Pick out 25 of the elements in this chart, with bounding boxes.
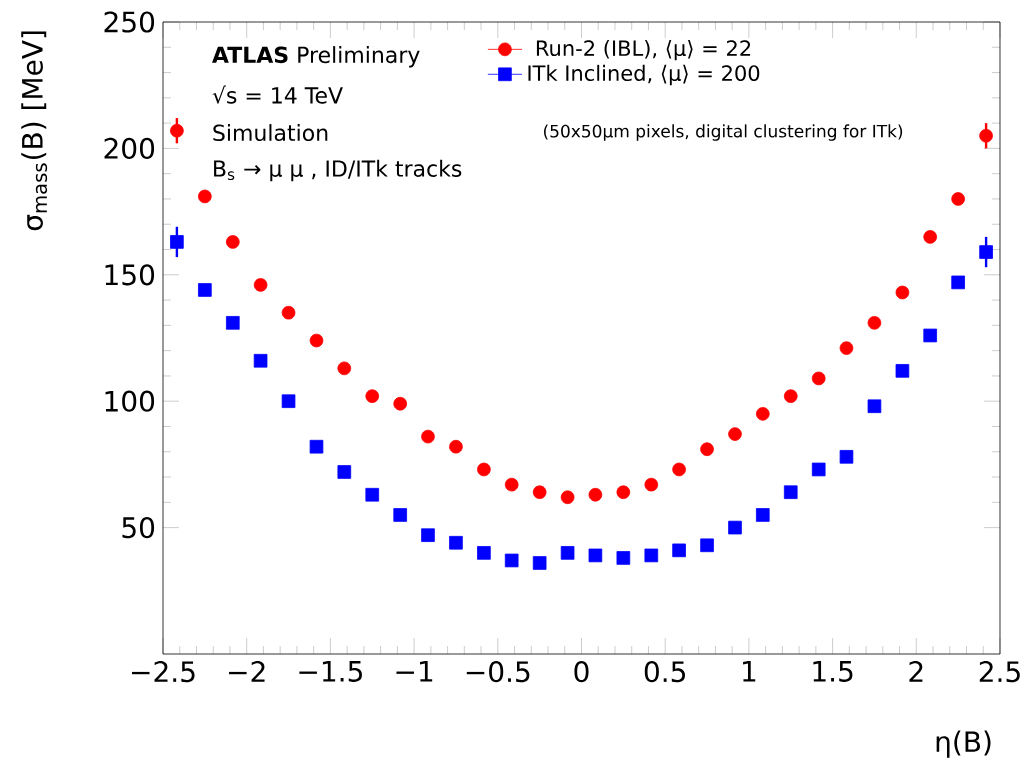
annotation: (50x50μm pixels, digital clustering for ITk) bbox=[544, 124, 903, 141]
x-tick-label: −1.5 bbox=[299, 661, 362, 682]
y-tick-label: 250 bbox=[104, 11, 155, 33]
x-tick-label: −1 bbox=[396, 661, 433, 682]
y-axis-title: σ$_{mass}$(B) [MeV] bbox=[21, 31, 48, 231]
x-tick-label: −0.5 bbox=[466, 661, 530, 683]
annotation: ATLAS Preliminary bbox=[212, 46, 420, 68]
annotation: √s = 14 TeV bbox=[212, 85, 343, 104]
x-tick-label: 1.5 bbox=[813, 661, 853, 682]
x-tick-label: −2 bbox=[229, 661, 265, 682]
annotation: Simulation bbox=[213, 124, 328, 142]
annotation: B$_{s}$ → μ μ , ID/ITk tracks bbox=[214, 159, 462, 182]
y-tick-label: 200 bbox=[104, 137, 155, 159]
x-tick-label: 0 bbox=[574, 661, 589, 683]
y-tick-label: 100 bbox=[105, 390, 155, 412]
legend-label: Run-2 (IBL), ⟨μ⟩ = 22 bbox=[536, 39, 751, 61]
y-tick-label: 150 bbox=[105, 264, 155, 286]
x-tick-label: 0.5 bbox=[644, 661, 686, 683]
legend-label: ITk Inclined, ⟨μ⟩ = 200 bbox=[528, 64, 760, 86]
x-tick-label: 2 bbox=[909, 661, 923, 682]
x-tick-label: 1 bbox=[743, 661, 756, 682]
x-tick-label: 2.5 bbox=[979, 661, 1020, 683]
x-tick-label: −2.5 bbox=[131, 661, 195, 683]
y-tick-label: 50 bbox=[122, 517, 155, 539]
x-axis-title: η(B) bbox=[936, 730, 991, 758]
